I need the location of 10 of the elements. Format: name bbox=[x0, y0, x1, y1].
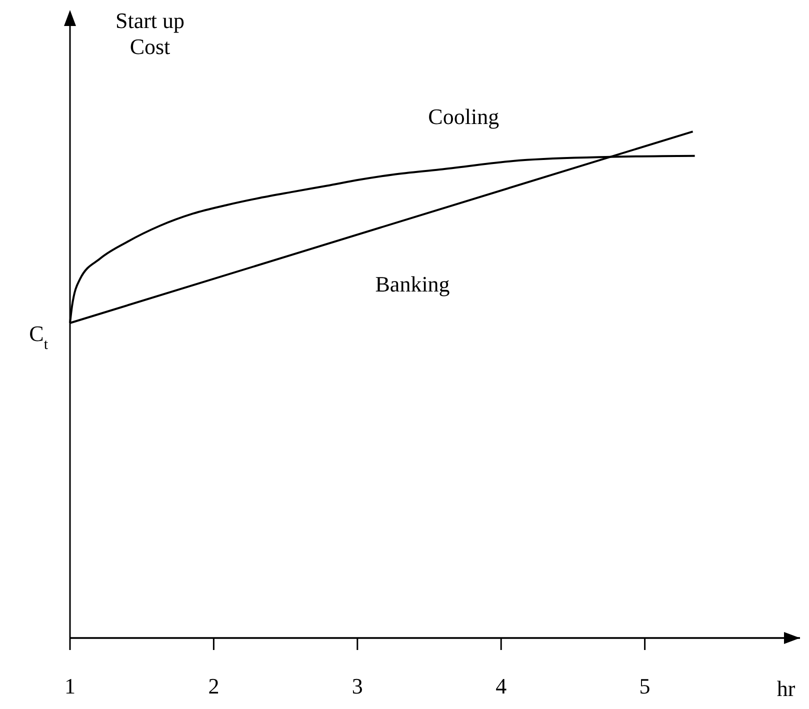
x-tick-label: 5 bbox=[639, 674, 650, 699]
x-tick-label: 4 bbox=[496, 674, 507, 699]
x-tick-label: 3 bbox=[352, 674, 363, 699]
x-axis-title: hr bbox=[776, 676, 796, 701]
series-label: Cooling bbox=[428, 104, 500, 129]
series-label: Banking bbox=[375, 272, 450, 297]
x-tick-label: 2 bbox=[208, 674, 220, 699]
annotation: C$_{t}$ bbox=[29, 320, 49, 353]
x-tick-label: 1 bbox=[64, 674, 76, 699]
y-axis-title: Start up Cost bbox=[115, 8, 185, 59]
